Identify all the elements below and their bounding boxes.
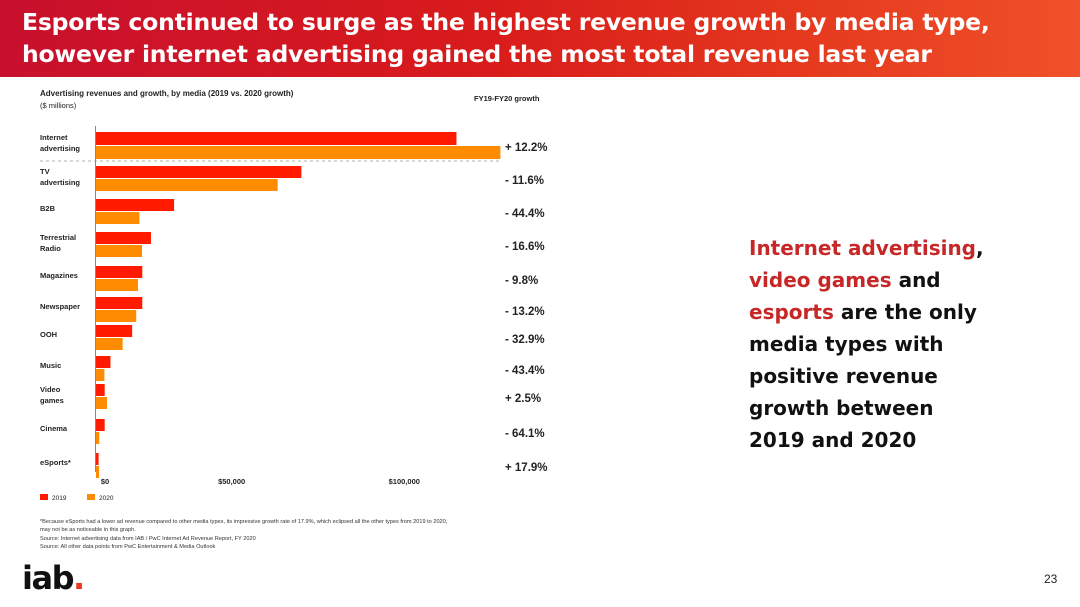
legend-swatch-2019	[40, 494, 48, 500]
iab-logo: iab.	[22, 559, 85, 597]
category-label: B2B	[40, 204, 56, 213]
legend-label-2019: 2019	[52, 495, 67, 502]
revenue-bar-chart: Internet advertising + 12.2% TV advertising -…	[30, 86, 570, 556]
logo-dot: .	[72, 559, 85, 597]
growth-label: - 32.9%	[505, 334, 545, 346]
footnote-line: Source: All other data points from PwC E…	[40, 544, 216, 551]
bar-2020	[96, 338, 123, 350]
takeaway-text-part: are the only media types with positive rev…	[749, 300, 977, 452]
category-label: Magazines	[40, 271, 78, 280]
category-label: OOH	[40, 330, 57, 339]
growth-column-header: FY19-FY20 growth	[474, 94, 540, 103]
bar-2019	[96, 199, 175, 211]
bar-2019	[96, 384, 105, 396]
category-label: Music	[40, 361, 61, 370]
category-label: Terrestrial Radio	[40, 233, 76, 253]
title-banner: Esports continued to surge as the highes…	[0, 0, 1080, 77]
takeaway-text-part: and	[891, 268, 941, 292]
bar-2019	[96, 166, 302, 178]
category-label: TV advertising	[40, 167, 80, 187]
category-label: Video games	[40, 385, 64, 405]
highlight-video-games: video games	[749, 268, 892, 292]
bar-2020	[96, 369, 105, 381]
footnote-line: Source: Internet advertising data from I…	[40, 535, 256, 542]
bar-2020	[96, 397, 107, 409]
slide-title: Esports continued to surge as the highes…	[22, 6, 1062, 70]
growth-label: - 44.4%	[505, 208, 545, 220]
page-number: 23	[1044, 572, 1058, 586]
legend-label-2020: 2020	[99, 495, 114, 502]
chart-canvas: Internet advertising + 12.2% TV advertising -…	[40, 126, 548, 502]
bar-2020	[96, 466, 100, 478]
highlight-internet-advertising: Internet advertising	[749, 236, 977, 260]
bar-2019	[96, 419, 105, 431]
bar-2019	[96, 266, 143, 278]
bar-2020	[96, 245, 142, 257]
growth-label: - 16.6%	[505, 241, 545, 253]
footnote-line: may not be as noticeable in this graph.	[40, 527, 136, 534]
category-label: eSports*	[40, 458, 71, 467]
category-label: Newspaper	[40, 302, 80, 311]
growth-label: - 11.6%	[505, 175, 544, 187]
key-takeaway-text: Internet advertising, video games and espo…	[749, 232, 1049, 456]
bar-2019	[96, 356, 111, 368]
growth-label: - 13.2%	[505, 306, 545, 318]
slide-title-line-1: Esports continued to surge as the highes…	[22, 8, 990, 36]
growth-label: - 43.4%	[505, 365, 545, 377]
slide-title-line-2: however internet advertising gained the …	[22, 40, 932, 68]
growth-label: - 64.1%	[505, 428, 545, 440]
growth-label: + 17.9%	[505, 462, 548, 474]
bar-2020	[96, 310, 137, 322]
highlight-esports: esports	[749, 300, 834, 324]
chart-subtitle: ($ millions)	[40, 101, 77, 110]
takeaway-text-part: ,	[976, 236, 984, 260]
bar-2020	[96, 432, 100, 444]
x-tick-label: $0	[101, 477, 109, 486]
bar-2019	[96, 453, 99, 465]
growth-label: - 9.8%	[505, 275, 538, 287]
x-tick-label: $50,000	[218, 477, 245, 486]
bar-2020	[96, 146, 501, 159]
bar-2019	[96, 325, 133, 337]
bar-2020	[96, 279, 138, 291]
growth-label: + 12.2%	[505, 142, 548, 154]
category-label: Internet advertising	[40, 133, 80, 153]
bar-2019	[96, 232, 151, 244]
growth-label: + 2.5%	[505, 393, 541, 405]
x-tick-label: $100,000	[389, 477, 420, 486]
bar-2019	[96, 132, 457, 145]
bar-2020	[96, 212, 140, 224]
legend-swatch-2020	[87, 494, 95, 500]
chart-title: Advertising revenues and growth, by medi…	[40, 89, 294, 98]
bar-2020	[96, 179, 278, 191]
chart-footnotes: *Because eSports had a lower ad revenue …	[40, 518, 570, 552]
logo-text: iab	[22, 559, 74, 597]
footnote-line: *Because eSports had a lower ad revenue …	[40, 519, 448, 525]
bar-2019	[96, 297, 143, 309]
category-label: Cinema	[40, 424, 68, 433]
